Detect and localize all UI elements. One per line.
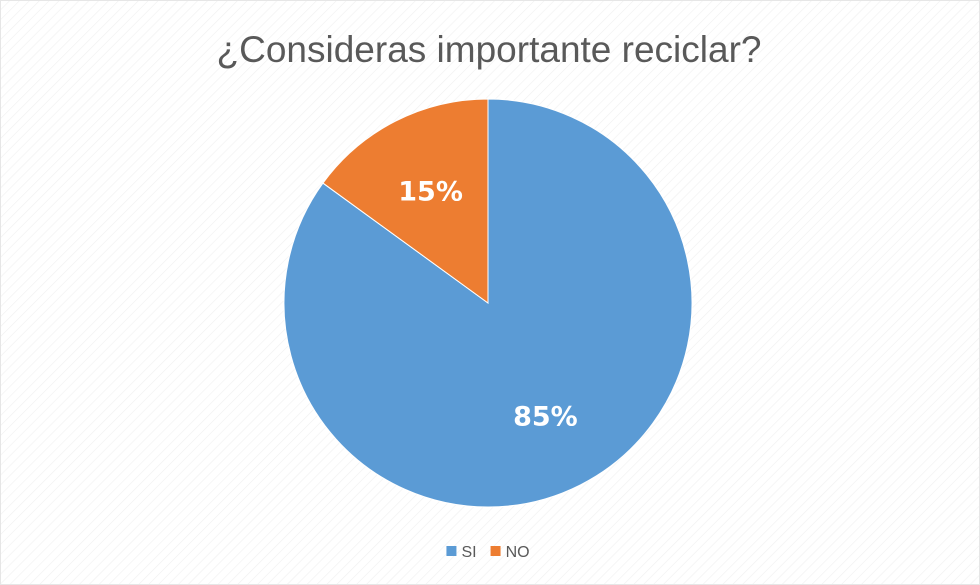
legend-swatch-no xyxy=(490,546,501,556)
data-label-no: 15% xyxy=(398,176,463,207)
chart-title: ¿Consideras importante reciclar? xyxy=(217,29,762,70)
pie-data-labels: 85% 15% xyxy=(398,176,577,432)
legend-label-si: SI xyxy=(461,544,476,561)
legend: SI NO xyxy=(446,544,530,561)
legend-swatch-si xyxy=(446,546,457,556)
legend-label-no: NO xyxy=(506,544,530,561)
data-label-si: 85% xyxy=(513,402,578,433)
pie-slice-no xyxy=(322,98,489,304)
pie-slices xyxy=(283,98,693,508)
